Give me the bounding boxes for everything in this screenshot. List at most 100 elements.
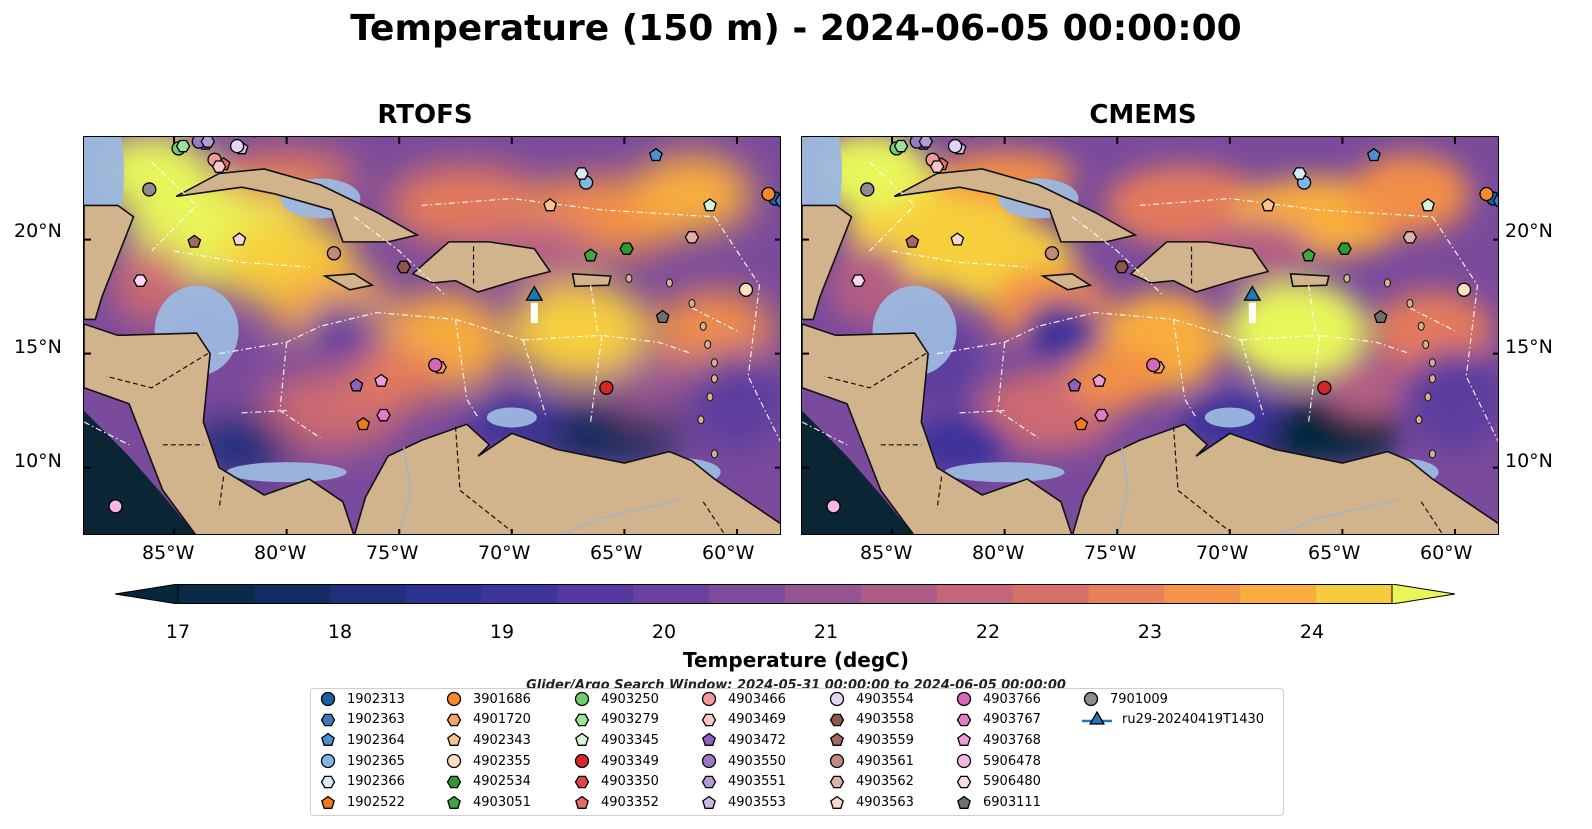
legend: 1902313 1902363 1902364 1902365 1902366 19025… xyxy=(310,688,1284,816)
legend-marker xyxy=(446,713,462,726)
float-marker xyxy=(1317,380,1332,395)
float-marker xyxy=(396,260,411,274)
legend-label: 4903766 xyxy=(983,691,1041,707)
legend-marker-icon xyxy=(701,691,717,707)
colorbar-tick: 18 xyxy=(327,621,353,643)
float-marker xyxy=(1044,246,1060,261)
float-marker xyxy=(684,231,700,244)
legend-item: 1902364 xyxy=(319,730,405,750)
legend-marker-icon xyxy=(957,795,971,809)
lon-tick-label: 75°W xyxy=(1084,542,1137,564)
panel-title-rtofs: RTOFS xyxy=(377,100,473,130)
legend-marker xyxy=(701,713,717,726)
legend-label: 4903559 xyxy=(856,732,914,748)
legend-marker-icon xyxy=(575,795,589,809)
lon-tick-label: 80°W xyxy=(972,542,1025,564)
legend-item: 4902355 xyxy=(445,751,531,771)
legend-item: 4901720 xyxy=(445,710,531,730)
float-marker xyxy=(619,242,634,255)
legend-marker-icon xyxy=(320,775,336,789)
float-marker xyxy=(1456,282,1472,297)
legend-item: 6903111 xyxy=(955,793,1041,813)
float-marker xyxy=(703,198,717,212)
map-panel-cmems[interactable] xyxy=(801,136,1499,535)
legend-marker-icon xyxy=(321,795,335,809)
legend-item: 4903553 xyxy=(700,793,786,813)
float-marker xyxy=(142,182,157,197)
float-marker xyxy=(1337,242,1352,255)
legend-label: 5906478 xyxy=(983,753,1041,769)
legend-label: 1902522 xyxy=(347,795,405,810)
colorbar-bin xyxy=(1240,584,1317,604)
glider-marker xyxy=(1243,285,1262,301)
legend-label: 4903350 xyxy=(601,774,659,790)
legend-marker xyxy=(829,753,845,769)
legend-marker xyxy=(956,691,972,707)
legend-marker-icon xyxy=(701,775,717,789)
legend-item: 4903768 xyxy=(955,730,1041,750)
lat-tick-label-right: 20°N xyxy=(1505,220,1553,242)
legend-marker-icon xyxy=(447,795,461,809)
legend-label: 1902364 xyxy=(347,732,405,748)
float-marker xyxy=(229,138,245,154)
float-marker xyxy=(376,408,391,422)
legend-marker-icon xyxy=(701,713,717,726)
legend-item: 5906480 xyxy=(955,772,1041,792)
legend-label: 4903466 xyxy=(728,691,786,707)
float-marker xyxy=(1092,373,1107,387)
colorbar-bin xyxy=(1316,584,1393,604)
legend-marker xyxy=(574,753,590,769)
float-marker xyxy=(905,234,920,248)
colorbar-tick: 24 xyxy=(1299,621,1325,643)
float-marker xyxy=(1094,408,1109,422)
colorbar-bin xyxy=(481,584,558,604)
legend-label: 5906480 xyxy=(983,774,1041,790)
float-marker xyxy=(1301,248,1316,262)
legend-marker xyxy=(956,775,972,789)
lon-tick-label: 75°W xyxy=(366,542,419,564)
legend-item: 4903767 xyxy=(955,710,1041,730)
legend-label: 4903279 xyxy=(601,712,659,728)
float-marker xyxy=(187,234,202,248)
legend-marker xyxy=(574,713,590,726)
float-marker xyxy=(428,357,443,373)
float-marker xyxy=(918,137,934,148)
legend-marker xyxy=(829,691,845,707)
legend-label: 4902343 xyxy=(473,732,531,748)
legend-marker-icon xyxy=(1083,691,1099,707)
legend-item: ru29-20240419T1430 xyxy=(1082,710,1264,730)
legend-label: 7901009 xyxy=(1110,691,1168,707)
legend-marker-icon xyxy=(701,753,717,769)
legend-marker-icon xyxy=(956,691,972,707)
float-marker xyxy=(108,499,123,514)
colorbar-bin xyxy=(1088,584,1165,604)
legend-marker xyxy=(574,691,590,707)
float-marker xyxy=(1421,198,1435,212)
legend-marker xyxy=(956,713,972,726)
lon-tick-label: 70°W xyxy=(1196,542,1249,564)
legend-label: 4903551 xyxy=(728,774,786,790)
legend-marker xyxy=(447,733,461,747)
legend-marker xyxy=(446,691,462,707)
colorbar-bin xyxy=(253,584,331,604)
colorbar-tick: 20 xyxy=(651,621,677,643)
legend-marker xyxy=(956,753,972,769)
legend-marker xyxy=(574,775,590,789)
legend-marker xyxy=(320,713,336,726)
legend-marker xyxy=(1083,691,1099,707)
legend-item: 1902313 xyxy=(319,689,405,709)
colorbar-bin xyxy=(860,584,938,604)
legend-item: 4903559 xyxy=(828,730,914,750)
legend-marker-icon xyxy=(446,713,462,726)
colorbar-tick: 22 xyxy=(975,621,1001,643)
lon-tick-label: 80°W xyxy=(254,542,307,564)
float-marker xyxy=(761,186,776,202)
map-panel-rtofs[interactable] xyxy=(83,136,781,535)
legend-item: 5906478 xyxy=(955,751,1041,771)
lat-tick-label-right: 15°N xyxy=(1505,336,1553,358)
legend-label: 3901686 xyxy=(473,691,531,707)
legend-label: 4903561 xyxy=(856,753,914,769)
map-svg-cmems xyxy=(802,137,1498,534)
legend-marker xyxy=(446,775,462,789)
lat-tick-label-left: 15°N xyxy=(14,336,62,358)
